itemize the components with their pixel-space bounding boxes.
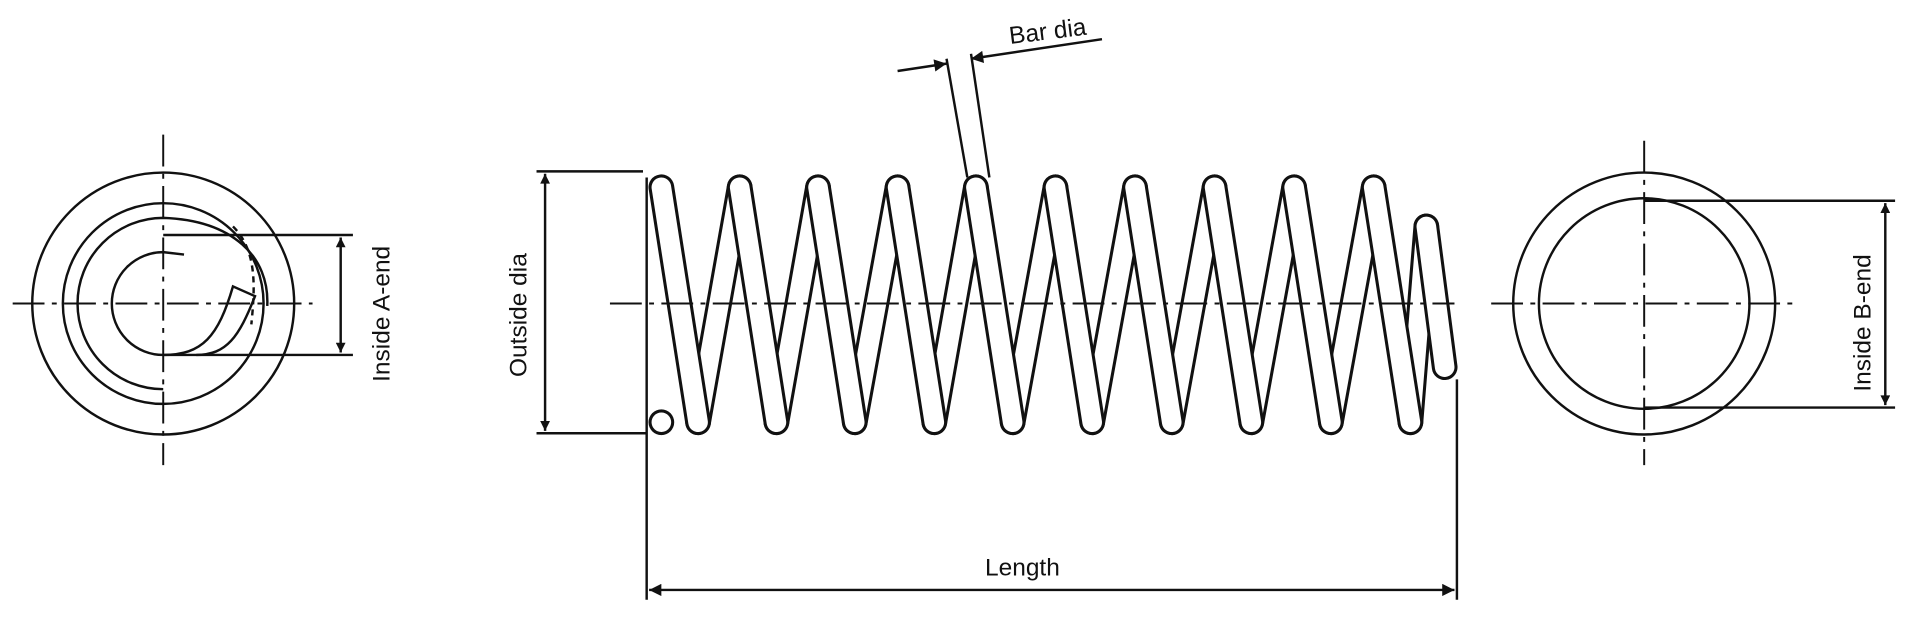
coil-front-segment-fill [1363, 177, 1421, 433]
spring-side-view [648, 174, 1458, 436]
outside-dia-label: Outside dia [506, 253, 533, 377]
bar-dia-extension-left [945, 58, 969, 178]
coil-back-segment-fill [688, 177, 750, 433]
coil-back-segment-fill [1321, 177, 1384, 433]
a-end-spiral-inner [110, 250, 185, 357]
coil-front-segment-fill [1045, 177, 1102, 433]
coil-front-segment-fill [808, 177, 865, 433]
coil-back-segment-fill [1161, 177, 1225, 433]
coil-back-segment-fill [766, 177, 828, 433]
length-dimension: Length [645, 177, 1459, 600]
coil-front-segment-fill [729, 177, 787, 433]
a-end-view: Inside A-end [12, 134, 396, 466]
a-end-hidden-line [232, 225, 255, 325]
coil-back-segment-fill [924, 177, 986, 433]
coil-front-segment-fill [1284, 177, 1341, 433]
a-end-middle-circle [61, 201, 265, 406]
coil-back-segment-fill [1082, 177, 1145, 433]
coil-back-segment-fill [1241, 177, 1304, 433]
a-end-outer-circle [31, 171, 296, 436]
coil-front-segment-fill [887, 177, 945, 433]
bar-dia-arrow-left [897, 59, 947, 73]
outside-dia-dimension: Outside dia [506, 170, 647, 435]
a-end-bar-end [163, 284, 257, 357]
coil-back-segment-fill [844, 177, 908, 433]
bar-dia-arrow-right [970, 37, 1103, 63]
bar-dia-dimension: Bar dia [897, 14, 1103, 178]
coil-front-segment-fill [651, 177, 708, 433]
inside-b-end-label: Inside B-end [1850, 254, 1877, 391]
coil-last-front-segment-fill [1416, 216, 1455, 377]
b-end-view: Inside B-end [1491, 140, 1896, 466]
coil-back-segment-fill [1002, 177, 1066, 433]
inside-a-end-label: Inside A-end [369, 246, 396, 382]
coil-front-segment-fill [1125, 177, 1182, 433]
coil-front-segment-fill [966, 177, 1023, 433]
length-label: Length [985, 554, 1060, 581]
coil-front-segment-fill [1204, 177, 1262, 433]
bar-dia-label: Bar dia [1008, 14, 1089, 50]
a-end-spiral-outer [76, 216, 269, 391]
b-end-outer-circle [1511, 171, 1777, 436]
bar-dia-extension-right [969, 53, 991, 178]
